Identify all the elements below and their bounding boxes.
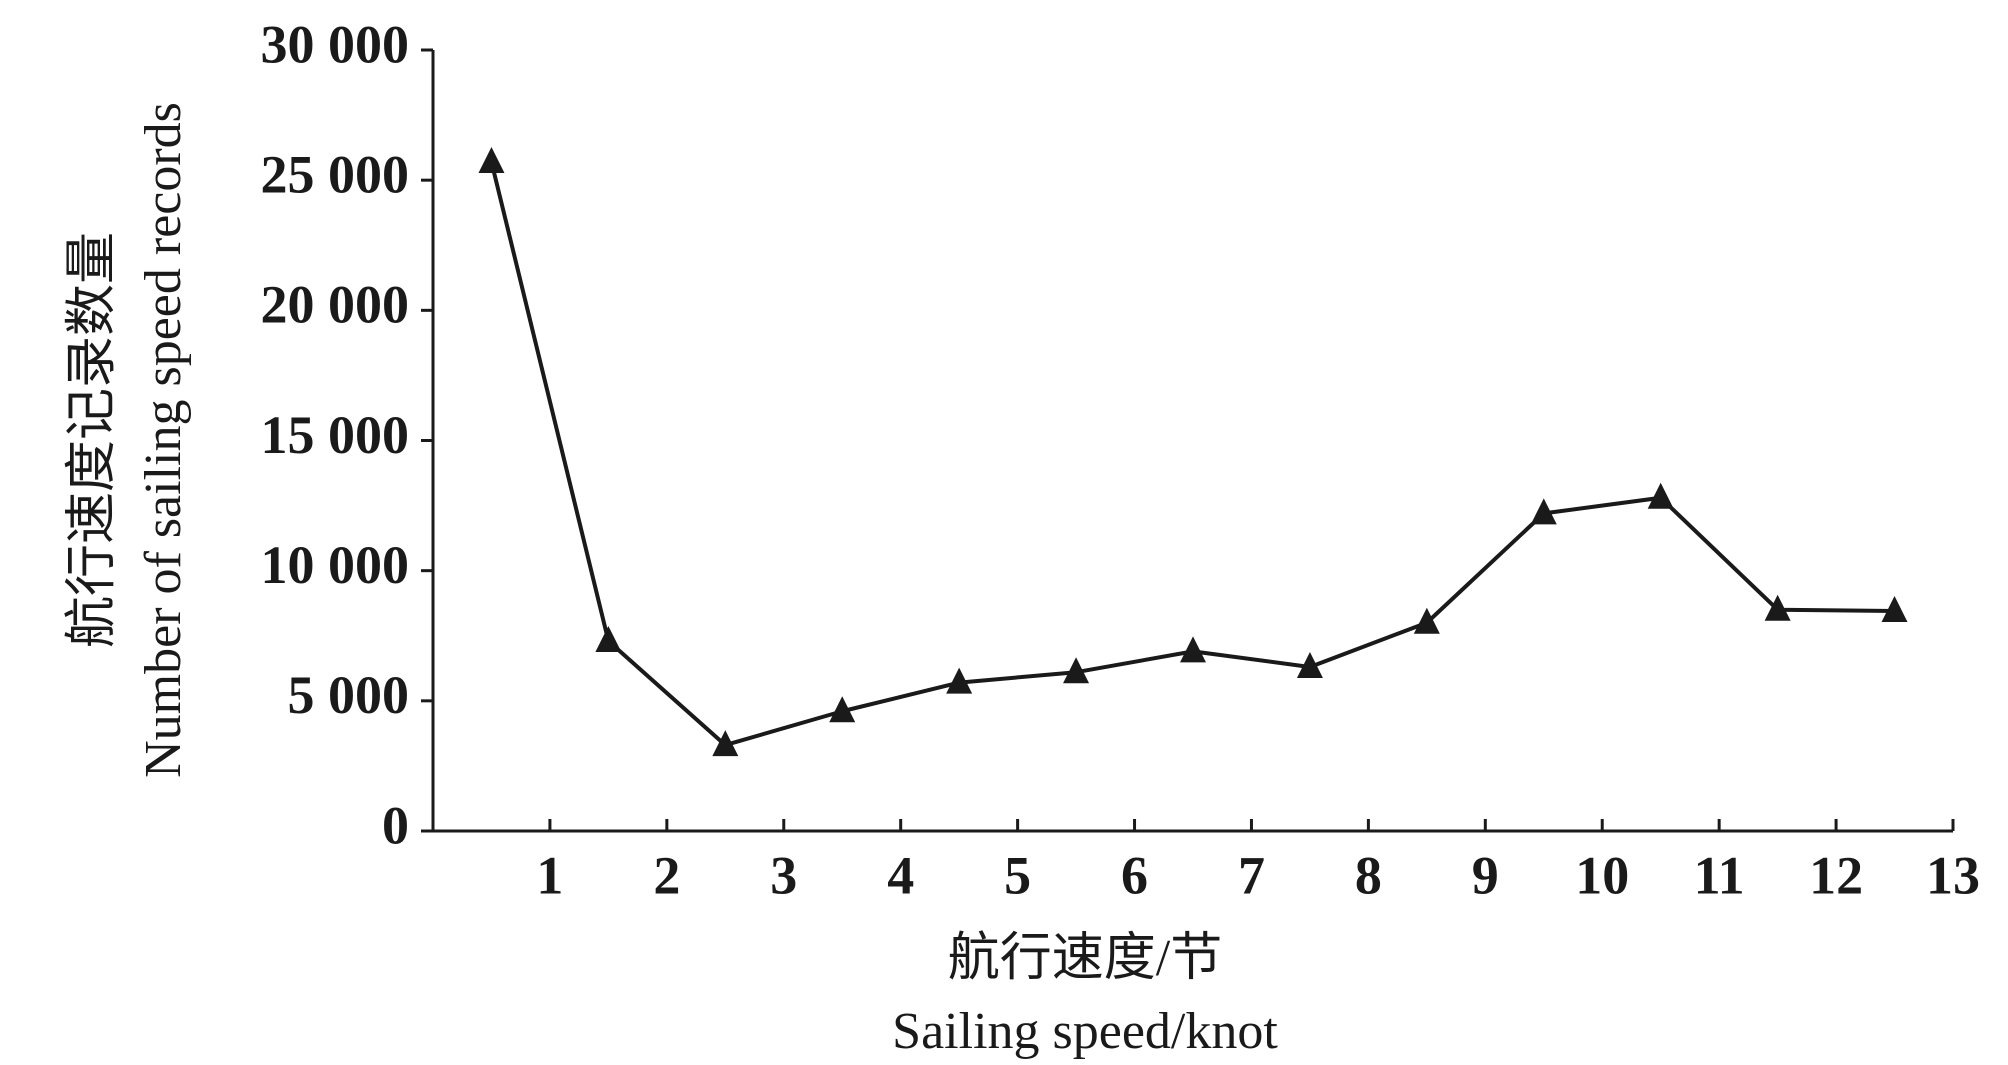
x-tick-label: 12: [1809, 845, 1863, 905]
x-tick-label: 9: [1472, 845, 1499, 905]
marker: [1647, 482, 1674, 509]
marker: [478, 146, 505, 173]
x-axis-title-en: Sailing speed/knot: [892, 1003, 1278, 1060]
x-tick-label: 5: [1004, 845, 1031, 905]
marker: [1180, 636, 1206, 663]
marker: [1063, 657, 1090, 684]
y-tick-label: 25 000: [261, 145, 410, 205]
marker: [712, 730, 739, 757]
x-tick-label: 2: [653, 845, 680, 905]
y-axis-title: 航行速度记录数量: [64, 232, 121, 648]
x-tick-label: 11: [1694, 845, 1745, 905]
x-tick-label: 7: [1238, 845, 1265, 905]
y-tick-label: 5 000: [288, 665, 410, 725]
y-axis-title-en: Number of sailing speed records: [135, 102, 192, 778]
y-tick-label: 15 000: [261, 405, 410, 465]
x-axis-title: 航行速度/节: [948, 930, 1222, 987]
x-tick-label: 8: [1355, 845, 1382, 905]
x-tick-label: 3: [770, 845, 797, 905]
y-tick-label: 0: [382, 795, 409, 855]
marker: [1530, 498, 1557, 525]
y-tick-label: 10 000: [261, 535, 410, 595]
x-tick-label: 6: [1121, 845, 1148, 905]
y-tick-label: 30 000: [261, 14, 410, 74]
x-tick-label: 13: [1926, 845, 1980, 905]
y-tick-label: 20 000: [261, 275, 410, 335]
marker: [1881, 596, 1908, 623]
marker: [1764, 594, 1791, 621]
x-tick-label: 4: [887, 845, 914, 905]
marker: [595, 625, 622, 652]
marker: [829, 696, 856, 723]
x-tick-label: 10: [1575, 845, 1629, 905]
x-tick-label: 1: [536, 845, 563, 905]
marker: [1413, 607, 1440, 634]
marker: [1296, 651, 1323, 678]
marker: [946, 667, 973, 694]
